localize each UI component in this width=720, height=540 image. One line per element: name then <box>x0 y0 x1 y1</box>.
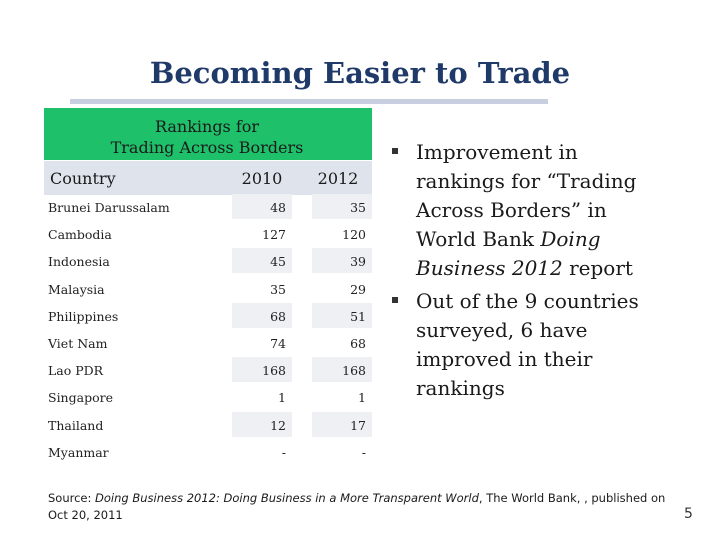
cell-2010: 168 <box>232 357 292 384</box>
cell-2012: 29 <box>312 276 372 302</box>
cell-2012: 39 <box>312 248 372 275</box>
title-underline <box>70 99 548 104</box>
cell-2012: 35 <box>312 194 372 220</box>
bullet-text-1-pre: Improvement in rankings for “Trading Acr… <box>416 140 637 251</box>
cell-2010: - <box>232 439 292 465</box>
source-label: Source: <box>48 491 96 505</box>
source-title: Doing Business 2012: Doing Business in a… <box>95 491 479 505</box>
cell-country: Philippines <box>48 308 119 324</box>
cell-2012: 17 <box>312 411 372 438</box>
cell-country: Thailand <box>48 417 104 433</box>
table-row: Thailand 12 17 <box>44 411 372 439</box>
cell-2010: 12 <box>232 411 292 438</box>
cell-2010: 48 <box>232 194 292 220</box>
cell-2010: 35 <box>232 276 292 302</box>
cell-2010: 45 <box>232 248 292 275</box>
cell-2010: 127 <box>232 221 292 248</box>
cell-2012: 120 <box>312 221 372 248</box>
page-number: 5 <box>684 506 693 522</box>
source-rest: , The World Bank, , published on Oct 20,… <box>48 491 666 522</box>
table-row: Philippines 68 51 <box>44 302 372 330</box>
table-row: Brunei Darussalam 48 35 <box>44 194 372 221</box>
bullet-text-1-italic: Doing Business 2012 <box>416 227 601 280</box>
cell-2012: 1 <box>312 384 372 411</box>
table-header-band: Rankings for Trading Across Borders <box>44 108 372 160</box>
cell-country: Brunei Darussalam <box>48 200 170 215</box>
slide-title: Becoming Easier to Trade <box>149 56 571 90</box>
table-caption-line2: Trading Across Borders <box>110 138 304 157</box>
column-header-2010: 2010 <box>241 169 283 188</box>
table-row: Lao PDR 168 168 <box>44 357 372 384</box>
source-note: Source: Doing Business 2012: Doing Busin… <box>48 490 688 524</box>
square-bullet-icon <box>392 297 398 303</box>
column-header-2012: 2012 <box>317 169 359 188</box>
column-header-country: Country <box>50 169 116 188</box>
cell-2012: 51 <box>312 302 372 329</box>
table-row: Cambodia 127 120 <box>44 221 372 248</box>
cell-country: Indonesia <box>48 254 110 270</box>
bullet-text-1-post: report <box>562 256 633 280</box>
cell-2010: 68 <box>232 302 292 329</box>
table-row: Malaysia 35 29 <box>44 276 372 303</box>
table-row: Singapore 1 1 <box>44 384 372 411</box>
bullet-text-2: Out of the 9 countries surveyed, 6 have … <box>416 289 639 400</box>
cell-country: Lao PDR <box>48 363 104 379</box>
cell-country: Singapore <box>48 390 113 406</box>
cell-2012: - <box>312 439 372 465</box>
bullet-list: Improvement in rankings for “Trading Acr… <box>390 138 650 407</box>
cell-country: Cambodia <box>48 227 112 243</box>
table-row: Indonesia 45 39 <box>44 248 372 275</box>
cell-country: Malaysia <box>48 281 105 297</box>
square-bullet-icon <box>392 148 398 154</box>
table-row: Viet Nam 74 68 <box>44 330 372 357</box>
cell-2010: 1 <box>232 384 292 411</box>
table-caption: Rankings for Trading Across Borders <box>44 116 370 158</box>
table-row: Myanmar - - <box>44 439 372 466</box>
bullet-item: Improvement in rankings for “Trading Acr… <box>390 138 650 283</box>
bullet-item: Out of the 9 countries surveyed, 6 have … <box>390 287 650 403</box>
cell-2010: 74 <box>232 330 292 356</box>
cell-2012: 68 <box>312 330 372 356</box>
cell-country: Viet Nam <box>48 335 108 351</box>
table-body: Brunei Darussalam 48 35 Cambodia 127 120… <box>44 194 372 466</box>
cell-country: Myanmar <box>48 444 109 460</box>
table-caption-line1: Rankings for <box>154 117 260 136</box>
cell-2012: 168 <box>312 357 372 384</box>
table-column-headers: Country 2010 2012 <box>44 160 372 195</box>
